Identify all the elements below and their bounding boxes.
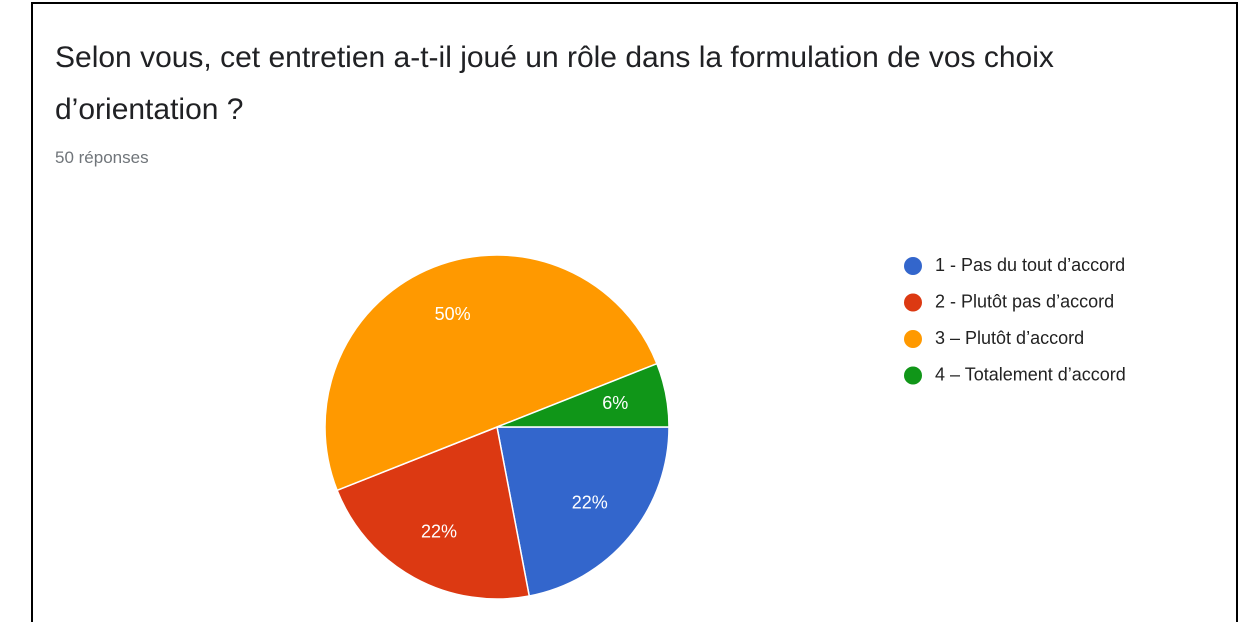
legend-label: 3 – Plutôt d’accord [935,328,1084,348]
legend-swatch [904,257,922,275]
legend-swatch [904,293,922,312]
legend-label: 4 – Totalement d’accord [935,364,1126,384]
chart-title: Selon vous, cet entretien a-t-il joué un… [55,41,1054,126]
pie-slice [336,425,531,600]
slice-label: 22% [572,492,608,512]
slice-label: 22% [421,521,457,541]
legend-label: 2 - Plutôt pas d’accord [935,291,1114,311]
legend-swatch [904,330,922,348]
pie-slice [496,426,670,597]
slice-label: 50% [435,304,471,324]
frame [31,2,1238,622]
legend-swatch [904,366,922,385]
slice-label: 6% [602,393,628,413]
pie-slice [496,362,670,428]
legend-label: 1 - Pas du tout d’accord [935,255,1125,275]
chart-subtitle: 50 réponses [55,148,149,167]
pie-slice [324,254,658,492]
